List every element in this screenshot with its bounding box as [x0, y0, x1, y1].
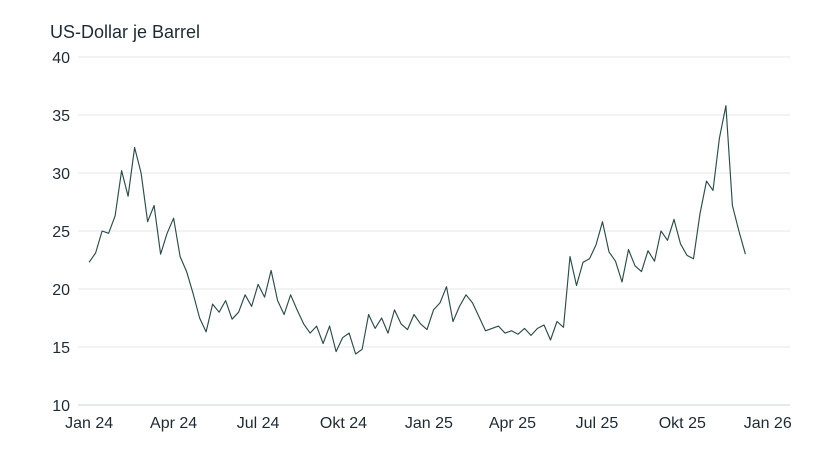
- x-tick-label: Okt 24: [320, 415, 367, 432]
- x-tick-label: Apr 25: [489, 415, 536, 432]
- y-tick-label: 40: [52, 50, 70, 67]
- x-tick-label: Okt 25: [659, 415, 706, 432]
- y-tick-label: 25: [52, 224, 70, 241]
- x-tick-label: Jan 26: [744, 415, 792, 432]
- x-tick-label: Jul 24: [237, 415, 280, 432]
- x-tick-label: Apr 24: [150, 415, 197, 432]
- x-tick-label: Jan 24: [65, 415, 113, 432]
- y-axis-title: US-Dollar je Barrel: [50, 22, 201, 42]
- y-tick-label: 20: [52, 282, 70, 299]
- x-tick-label: Jan 25: [405, 415, 453, 432]
- y-tick-label: 30: [52, 166, 70, 183]
- y-tick-label: 35: [52, 108, 70, 125]
- x-tick-label: Jul 25: [576, 415, 619, 432]
- series-line: [88, 105, 746, 355]
- y-tick-label: 15: [52, 340, 70, 357]
- y-tick-label: 10: [52, 398, 70, 415]
